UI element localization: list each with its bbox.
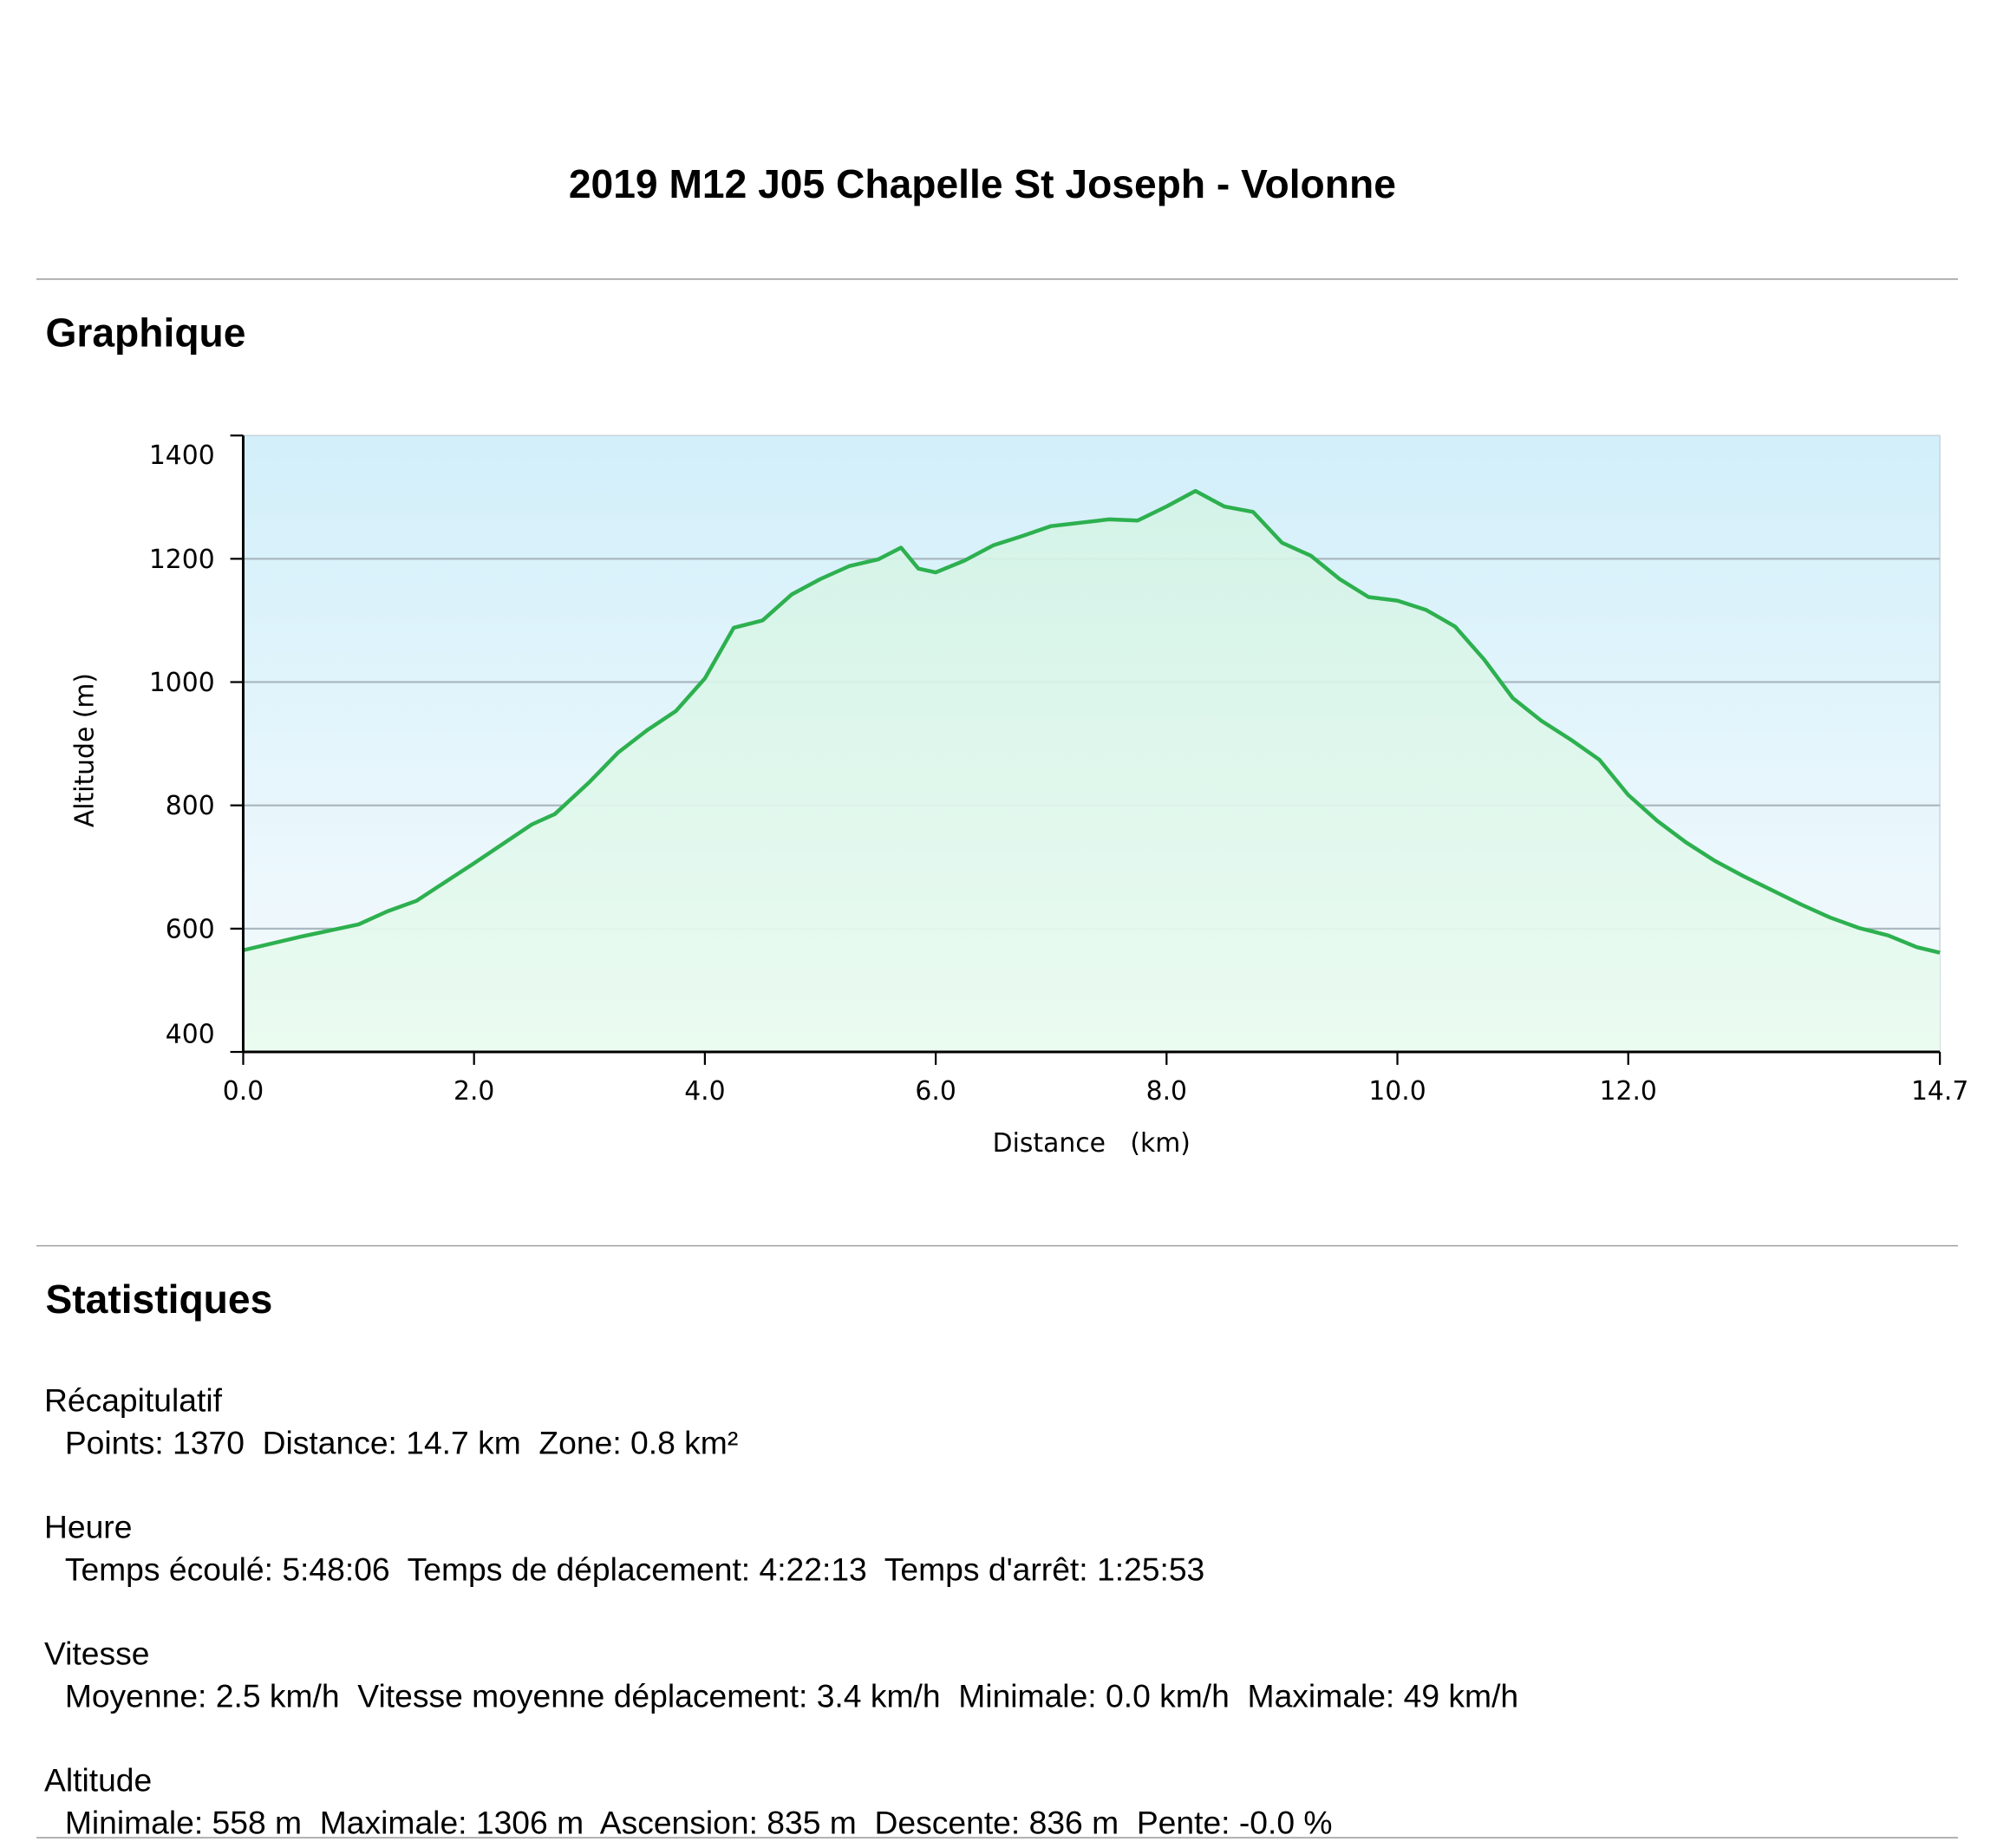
y-tick-label: 1400 [149, 441, 215, 471]
stat-line: Points: 1370 Distance: 14.7 km Zone: 0.8… [65, 1424, 738, 1460]
x-tick-label: 2.0 [454, 1076, 494, 1107]
y-tick-label: 1000 [149, 668, 215, 698]
statistics: Récapitulatif Points: 1370 Distance: 14.7… [44, 1381, 1518, 1840]
area [243, 491, 1941, 1053]
stat-line: Minimale: 558 m Maximale: 1306 m Ascensi… [65, 1805, 1333, 1841]
stat-line: Moyenne: 2.5 km/h Vitesse moyenne déplac… [65, 1678, 1518, 1714]
stat-heading: Vitesse [44, 1635, 149, 1671]
section-heading: Statistiques [45, 1277, 272, 1322]
chart: 400 600 800 1000 1200 1400 0.0 2.0 4.0 6.0 8.0 10.0… [70, 434, 1968, 1159]
stat-heading: Altitude [44, 1761, 152, 1798]
x-tick-label: 12.0 [1600, 1076, 1657, 1107]
x-tick-label: 0.0 [223, 1076, 264, 1107]
x-tick-label: 6.0 [915, 1076, 956, 1107]
stat-heading: Heure [44, 1508, 132, 1544]
x-tick-label: 8.0 [1146, 1076, 1187, 1107]
page-title: 2019 M12 J05 Chapelle St Joseph - Volonn… [569, 161, 1396, 206]
x-tick-label: 4.0 [684, 1076, 725, 1107]
y-tick-label: 800 [166, 791, 215, 821]
y-axis-label: Altitude (m) [70, 673, 101, 827]
y-tick-label: 1200 [149, 545, 215, 575]
section-heading: Graphique [45, 310, 245, 355]
stat-line: Temps écoulé: 5:48:06 Temps de déplaceme… [65, 1551, 1204, 1588]
y-tick-label: 600 [166, 914, 215, 944]
x-tick-label: 14.7 [1911, 1076, 1968, 1107]
x-tick-label: 10.0 [1368, 1076, 1426, 1107]
stat-heading: Récapitulatif [44, 1381, 223, 1418]
profile-line [242, 488, 1941, 955]
y-tick-label: 400 [166, 1020, 215, 1050]
x-axis-label: Distance (km) [993, 1128, 1191, 1159]
